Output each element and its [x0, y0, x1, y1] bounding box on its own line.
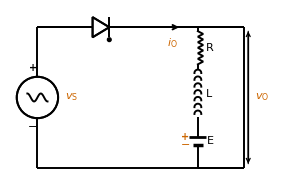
Text: E: E	[207, 136, 214, 146]
Text: $v_\mathsf{S}$: $v_\mathsf{S}$	[65, 92, 78, 103]
Polygon shape	[93, 17, 109, 37]
Text: $v_\mathsf{O}$: $v_\mathsf{O}$	[255, 92, 269, 103]
Text: +: +	[181, 132, 189, 142]
Text: +: +	[29, 63, 37, 73]
Text: R: R	[206, 43, 214, 53]
Text: −: −	[181, 140, 190, 150]
Circle shape	[17, 77, 58, 118]
Bar	[91, 16, 110, 39]
Text: −: −	[28, 122, 37, 132]
Text: L: L	[206, 88, 213, 99]
Circle shape	[107, 38, 111, 42]
Text: $i_\mathsf{O}$: $i_\mathsf{O}$	[167, 36, 178, 50]
